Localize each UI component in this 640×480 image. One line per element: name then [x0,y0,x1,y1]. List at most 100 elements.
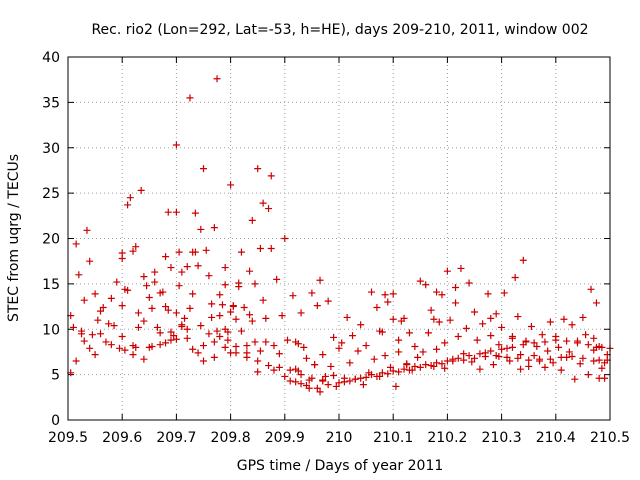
data-point [183,263,191,271]
data-point [498,345,506,353]
data-point [565,348,573,356]
data-point [205,330,213,338]
data-point [525,356,533,364]
data-point [275,363,283,371]
data-point [452,299,460,307]
data-point [69,323,77,331]
data-point [424,329,432,337]
data-point [568,352,576,360]
y-axis-label: STEC from uqrg / TECUs [6,154,22,322]
data-point [568,321,576,329]
data-point [438,291,446,299]
data-point [411,362,419,370]
data-point [584,371,592,379]
data-point [362,342,370,350]
data-point [416,363,424,371]
data-point [208,313,216,321]
data-point [438,360,446,368]
y-tick-labels: 0 5 10 15 20 25 30 35 40 [42,50,60,429]
data-point [349,332,357,340]
data-point [368,371,376,379]
data-point [213,327,221,335]
data-point [335,344,343,352]
data-point [330,333,338,341]
data-point [471,308,478,316]
data-point [330,372,338,380]
data-point [443,267,451,275]
data-point [172,208,180,216]
data-point [72,240,80,248]
data-point [389,367,397,375]
data-point [508,343,516,351]
data-point [91,290,99,298]
data-point [351,375,359,383]
chart-title: Rec. rio2 (Lon=292, Lat=-53, h=HE), days… [91,22,588,38]
data-point [292,378,300,386]
data-point [286,377,294,385]
data-point [126,194,134,202]
data-point [584,341,592,349]
x-tick-label: 210.2 [427,430,467,446]
data-point [289,292,297,300]
data-point [319,351,327,359]
data-point [278,312,286,320]
data-point [373,372,381,380]
data-point [487,314,495,322]
data-point [292,365,300,373]
data-point [162,339,170,347]
data-point [175,248,183,256]
data-point [595,356,603,364]
data-point [83,226,91,234]
data-point [346,359,354,367]
data-point [465,279,473,287]
data-point [389,290,397,298]
data-point [370,355,378,363]
data-point [88,331,96,339]
data-point [102,338,110,346]
data-point [487,332,495,340]
data-point [465,352,473,360]
data-point [517,365,525,373]
data-point [189,290,197,298]
data-point [243,342,251,350]
data-point [286,366,294,374]
data-point [227,308,235,316]
data-point [140,355,148,363]
data-point [246,311,254,319]
data-point [200,342,207,350]
data-point [254,357,262,365]
data-point [254,165,262,173]
data-point [284,336,292,344]
data-point [251,280,259,288]
data-point [357,321,365,329]
data-point [433,345,441,353]
data-point [592,343,600,351]
data-point [216,333,224,341]
data-point [541,338,549,346]
data-point [405,366,413,374]
data-point [519,256,527,264]
data-point [476,350,484,358]
data-point [441,339,449,347]
data-point [473,336,481,344]
data-point [422,281,430,289]
data-point [208,300,216,308]
data-point [121,346,129,354]
data-point [308,289,316,297]
data-point [143,282,151,290]
data-point [97,330,105,338]
x-tick-label: 210.5 [590,430,630,446]
data-point [308,374,316,382]
data-point [557,366,565,374]
data-point [275,350,283,358]
data-point [72,357,80,365]
data-point [389,315,397,323]
data-point [105,320,113,328]
data-point [457,264,465,272]
data-point [170,332,178,340]
x-tick-labels: 209.5 209.6 209.7 209.8 209.9 210 210.1 210.2 21… [48,430,630,446]
data-point [156,329,164,337]
y-tick-label: 30 [42,141,60,157]
data-point [332,382,340,390]
data-point [167,264,175,272]
